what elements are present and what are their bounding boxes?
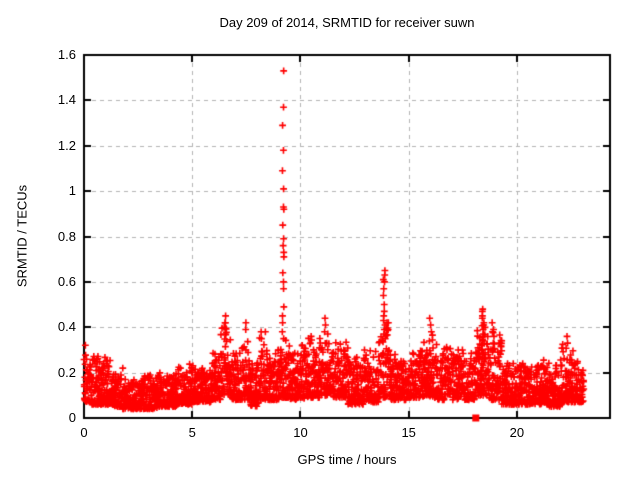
chart-title: Day 209 of 2014, SRMTID for receiver suw… [219,15,475,30]
y-axis-label: SRMTID / TECUs [14,184,30,288]
x-axis-label: GPS time / hours [297,452,397,467]
y-tick-label: 0.6 [57,273,76,289]
x-tick-label: 10 [293,425,308,440]
x-tick-label: 0 [80,425,88,440]
x-tick-label: 15 [401,425,416,440]
y-tick-label: 0.4 [57,319,76,335]
y-tick-label: 1.4 [57,92,76,108]
y-tick-label: 1 [68,183,76,199]
y-tick-label: 1.6 [57,47,76,62]
y-tick-label: 0.8 [57,228,76,244]
y-tick-label: 0.2 [57,364,76,380]
x-tick-label: 20 [509,425,525,440]
x-tick-label: 5 [188,425,196,440]
y-tick-label: 0 [68,410,76,425]
y-tick-label: 1.2 [57,137,76,153]
